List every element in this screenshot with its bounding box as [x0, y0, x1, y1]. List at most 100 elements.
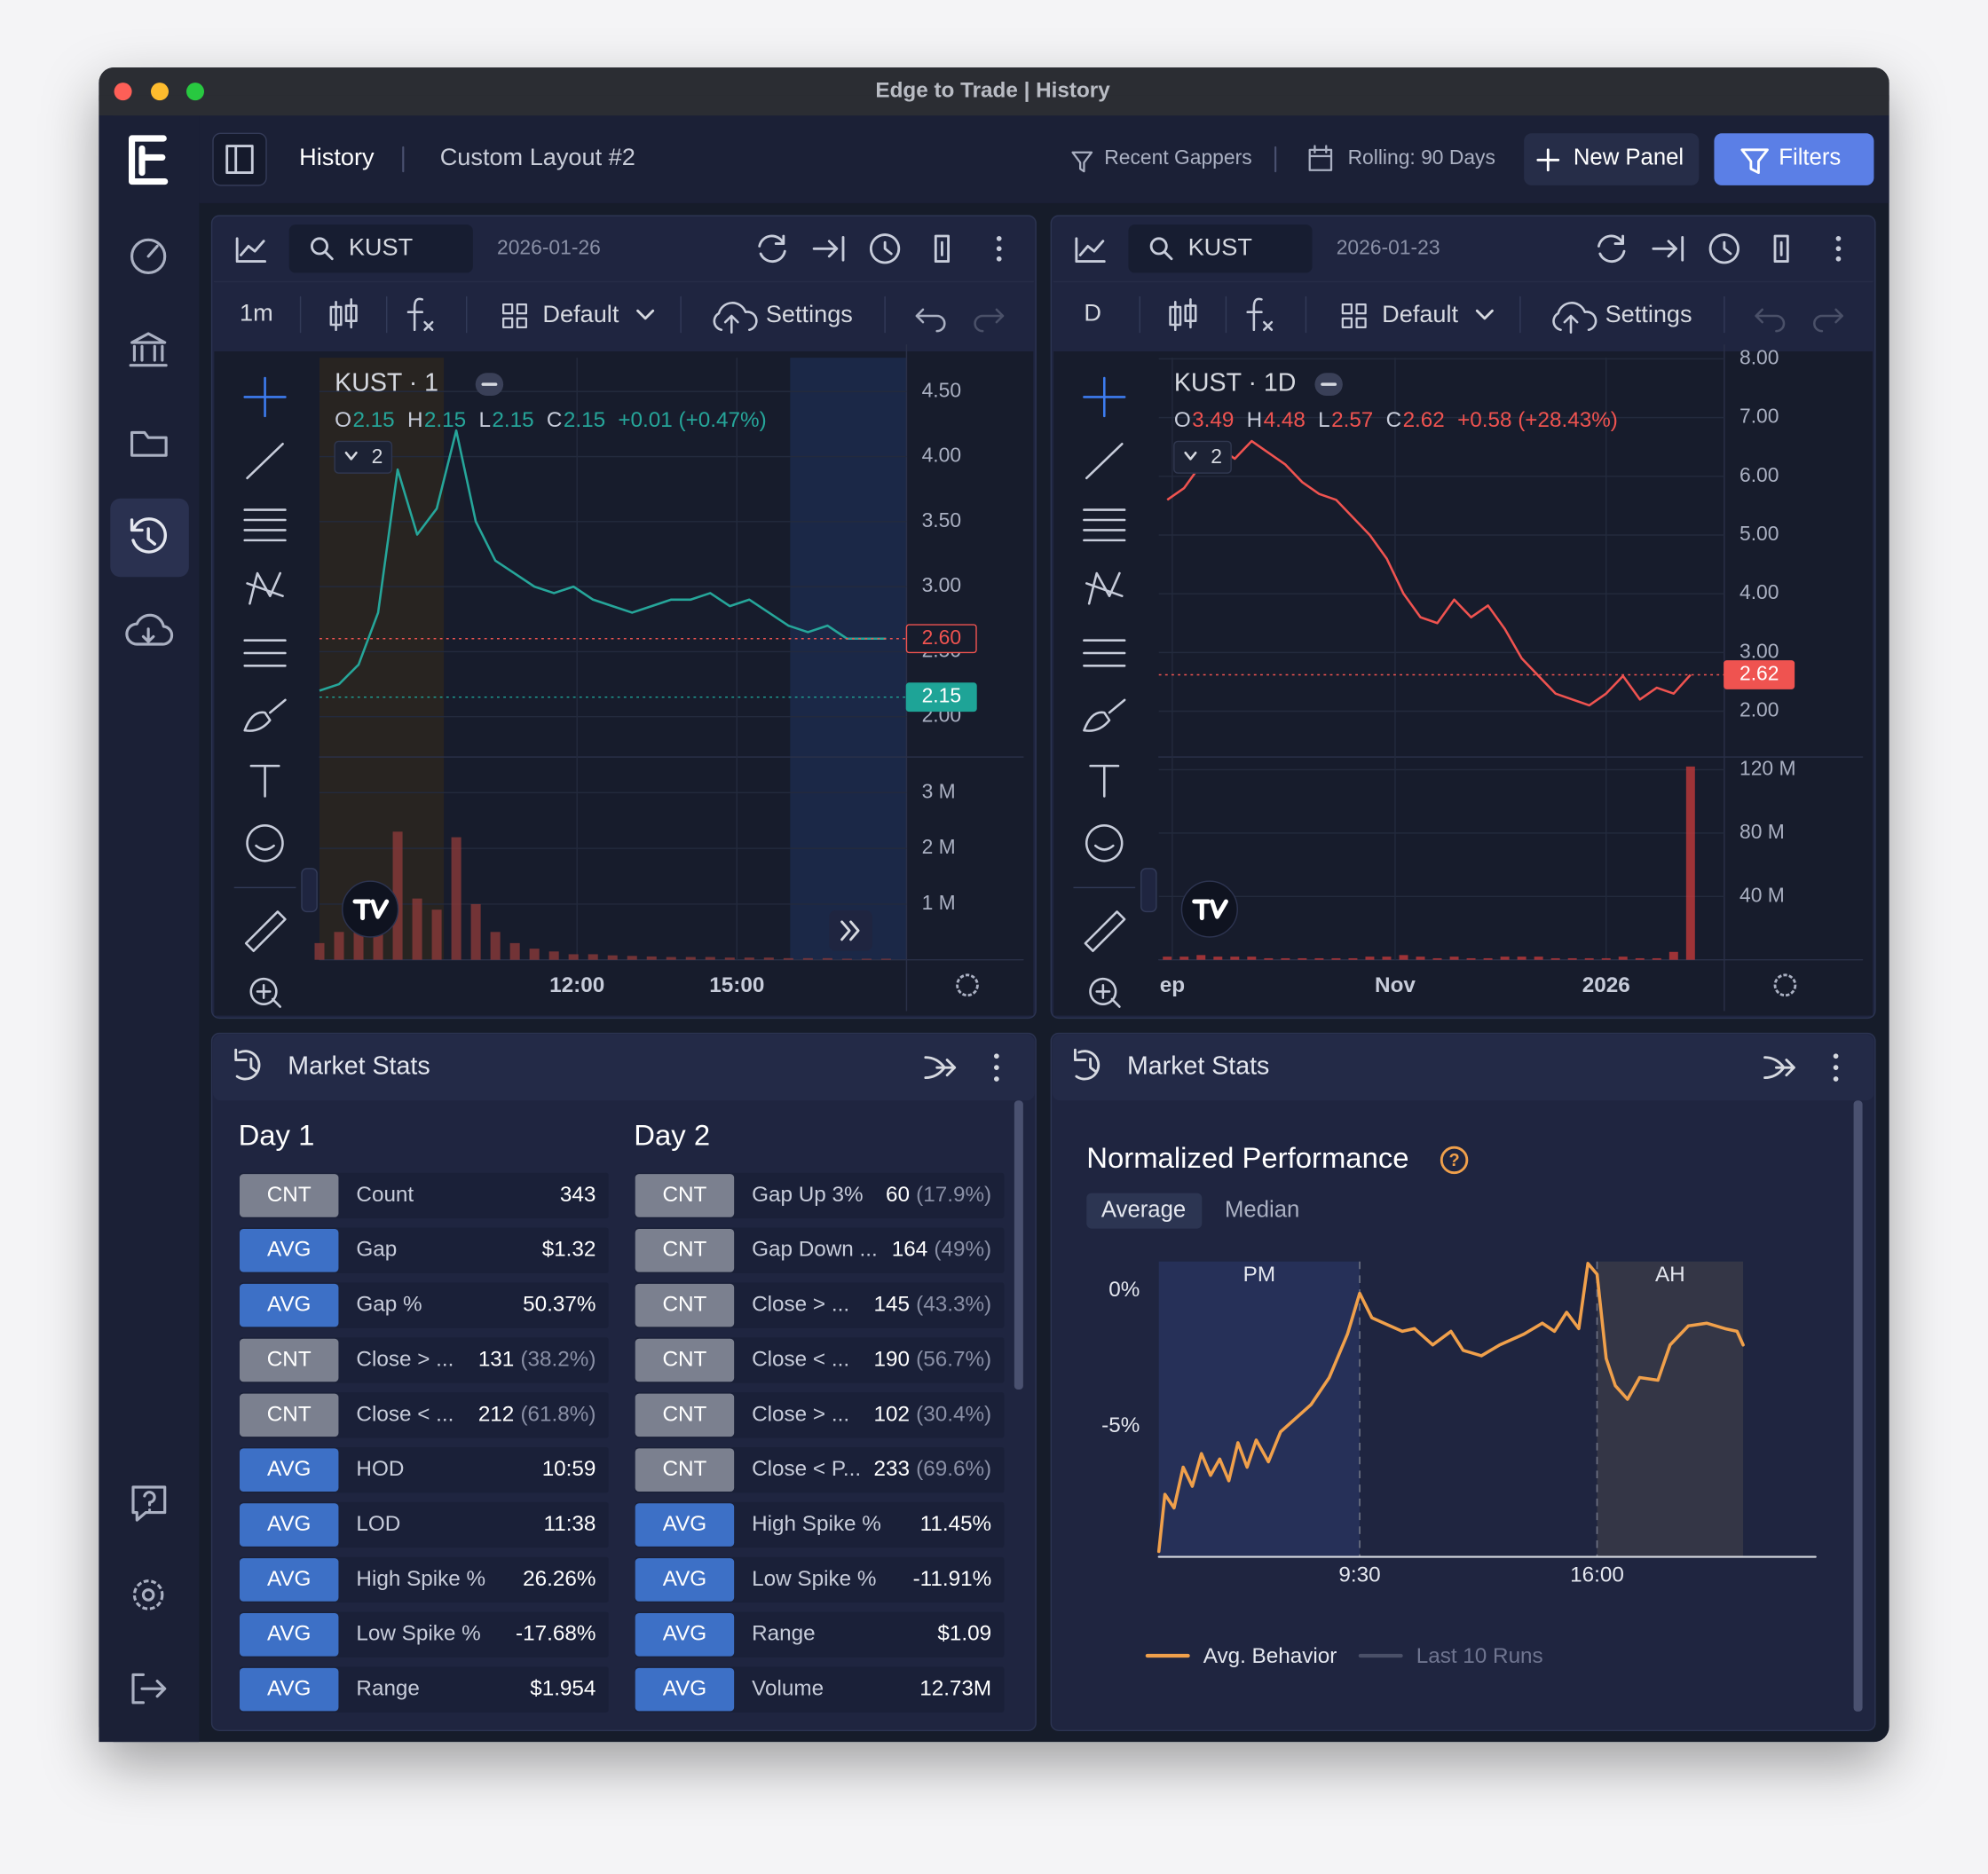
chart-header-button[interactable]: [1598, 234, 1626, 264]
collapse-button[interactable]: [1173, 440, 1232, 474]
nav-settings[interactable]: [132, 1579, 164, 1610]
tools-collapse[interactable]: [1140, 868, 1157, 913]
drawing-tool[interactable]: [249, 764, 280, 798]
nav-folder[interactable]: [130, 430, 168, 457]
tab-active[interactable]: [1086, 1193, 1203, 1229]
traffic-light[interactable]: [186, 83, 204, 101]
settings[interactable]: Settings: [1605, 300, 1692, 327]
tag-label: AVG: [267, 1622, 311, 1646]
legend-label[interactable]: Avg. Behavior: [1203, 1644, 1337, 1668]
tab[interactable]: Average: [1101, 1197, 1186, 1222]
nav-dashboard[interactable]: [130, 238, 167, 275]
legend-title: KUST · 1D: [1174, 369, 1297, 398]
collapse-button[interactable]: [334, 440, 393, 474]
time-tick-label: ep: [1160, 973, 1185, 997]
nav-history[interactable]: [130, 517, 168, 554]
nav-logout[interactable]: [131, 1673, 167, 1705]
chart-header-button[interactable]: [812, 236, 845, 262]
cloud-icon[interactable]: [713, 302, 758, 334]
tag-label: CNT: [662, 1293, 706, 1317]
undo[interactable]: [915, 308, 946, 333]
settings-gear[interactable]: [956, 973, 979, 997]
symbol-search[interactable]: [288, 224, 473, 273]
date-range[interactable]: Rolling: 90 Days: [1348, 146, 1495, 169]
drawing-tool[interactable]: [243, 508, 287, 542]
tools-collapse[interactable]: [301, 868, 318, 913]
filters-button[interactable]: [1714, 133, 1874, 185]
price-tick-label: 6.00: [1740, 463, 1779, 486]
drawing-tool[interactable]: [246, 571, 284, 605]
drawing-tool[interactable]: [1083, 508, 1126, 542]
candle-icon[interactable]: [1169, 298, 1197, 332]
drawing-tool[interactable]: [1083, 639, 1126, 667]
settings-gear[interactable]: [1773, 973, 1797, 997]
tab[interactable]: Median: [1225, 1197, 1299, 1222]
volume-bar: [744, 957, 754, 960]
drawing-tool[interactable]: [1085, 571, 1124, 605]
tradingview-logo[interactable]: [342, 880, 399, 938]
volume-bar: [470, 903, 481, 960]
chart-date[interactable]: 2026-01-23: [1337, 235, 1440, 258]
drawing-tool[interactable]: [1089, 764, 1120, 798]
row-label: Close < ...: [752, 1347, 849, 1371]
drawing-tool[interactable]: [249, 977, 281, 1008]
interval[interactable]: 1m: [240, 299, 273, 327]
drawing-tool[interactable]: [1089, 977, 1121, 1008]
drawing-tool[interactable]: [1083, 376, 1126, 418]
template[interactable]: Default: [542, 300, 619, 327]
drawing-tool[interactable]: [243, 639, 287, 667]
nav-bank[interactable]: [129, 332, 168, 367]
drawing-tool[interactable]: [246, 443, 284, 480]
chart-header-button[interactable]: [1773, 234, 1789, 264]
volume-bar: [1652, 957, 1661, 960]
redo[interactable]: [974, 308, 1005, 333]
drawing-tool[interactable]: [1085, 443, 1124, 480]
redo[interactable]: [1813, 308, 1843, 333]
cloud-icon[interactable]: [1552, 302, 1598, 334]
indicators-glyph[interactable]: [1246, 297, 1274, 332]
legend-label[interactable]: Last 10 Runs: [1416, 1644, 1543, 1668]
price-tick-label: 5.00: [1740, 522, 1779, 545]
chart-header-button[interactable]: [934, 234, 950, 264]
row-value: $1.09: [937, 1622, 991, 1646]
row-label: Close > ...: [356, 1347, 454, 1371]
nav-help[interactable]: [131, 1485, 167, 1522]
template[interactable]: Default: [1382, 300, 1458, 327]
nav-cloud[interactable]: [125, 613, 174, 646]
row-label: High Spike %: [752, 1512, 881, 1536]
chart-header-button[interactable]: [758, 234, 786, 264]
indicators-glyph[interactable]: [406, 297, 434, 332]
layout-icon[interactable]: [1341, 303, 1367, 329]
volume-bar: [509, 942, 520, 960]
chart-header-button[interactable]: [1708, 233, 1740, 264]
drawing-tool[interactable]: [244, 910, 287, 953]
drawing-tool[interactable]: [243, 376, 287, 418]
volume-bar: [705, 957, 715, 960]
undo[interactable]: [1755, 308, 1786, 333]
expand-icon[interactable]: [1763, 1056, 1795, 1079]
new-panel-button[interactable]: [1524, 133, 1700, 185]
settings[interactable]: Settings: [766, 300, 853, 327]
scanner[interactable]: Recent Gappers: [1104, 146, 1251, 169]
symbol-search[interactable]: [1128, 224, 1313, 273]
candle-icon[interactable]: [329, 298, 358, 332]
drawing-tool[interactable]: [246, 824, 284, 862]
drawing-tool[interactable]: [1085, 824, 1124, 862]
drawing-tool[interactable]: [243, 698, 287, 732]
traffic-light[interactable]: [151, 83, 169, 101]
time-tick-label: Nov: [1375, 973, 1416, 997]
sidebar-toggle[interactable]: [212, 132, 267, 186]
chart-header-button[interactable]: [870, 233, 901, 264]
chart-header-button[interactable]: [1652, 236, 1684, 262]
help-icon[interactable]: [1440, 1146, 1469, 1175]
traffic-light[interactable]: [114, 83, 132, 101]
chart-date[interactable]: 2026-01-26: [497, 235, 601, 258]
tradingview-logo[interactable]: [1180, 880, 1238, 938]
filters-icon: [1740, 148, 1769, 175]
interval[interactable]: D: [1084, 299, 1101, 327]
expand-icon[interactable]: [924, 1056, 957, 1079]
layout-icon[interactable]: [502, 303, 527, 329]
drawing-tool[interactable]: [1084, 910, 1126, 953]
drawing-tool[interactable]: [1083, 698, 1126, 732]
layout-name[interactable]: Custom Layout #2: [440, 143, 635, 170]
